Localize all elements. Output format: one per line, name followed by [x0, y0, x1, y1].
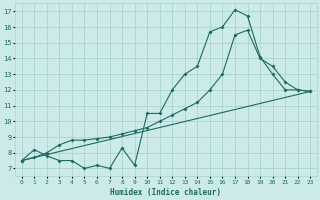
X-axis label: Humidex (Indice chaleur): Humidex (Indice chaleur)	[110, 188, 221, 197]
